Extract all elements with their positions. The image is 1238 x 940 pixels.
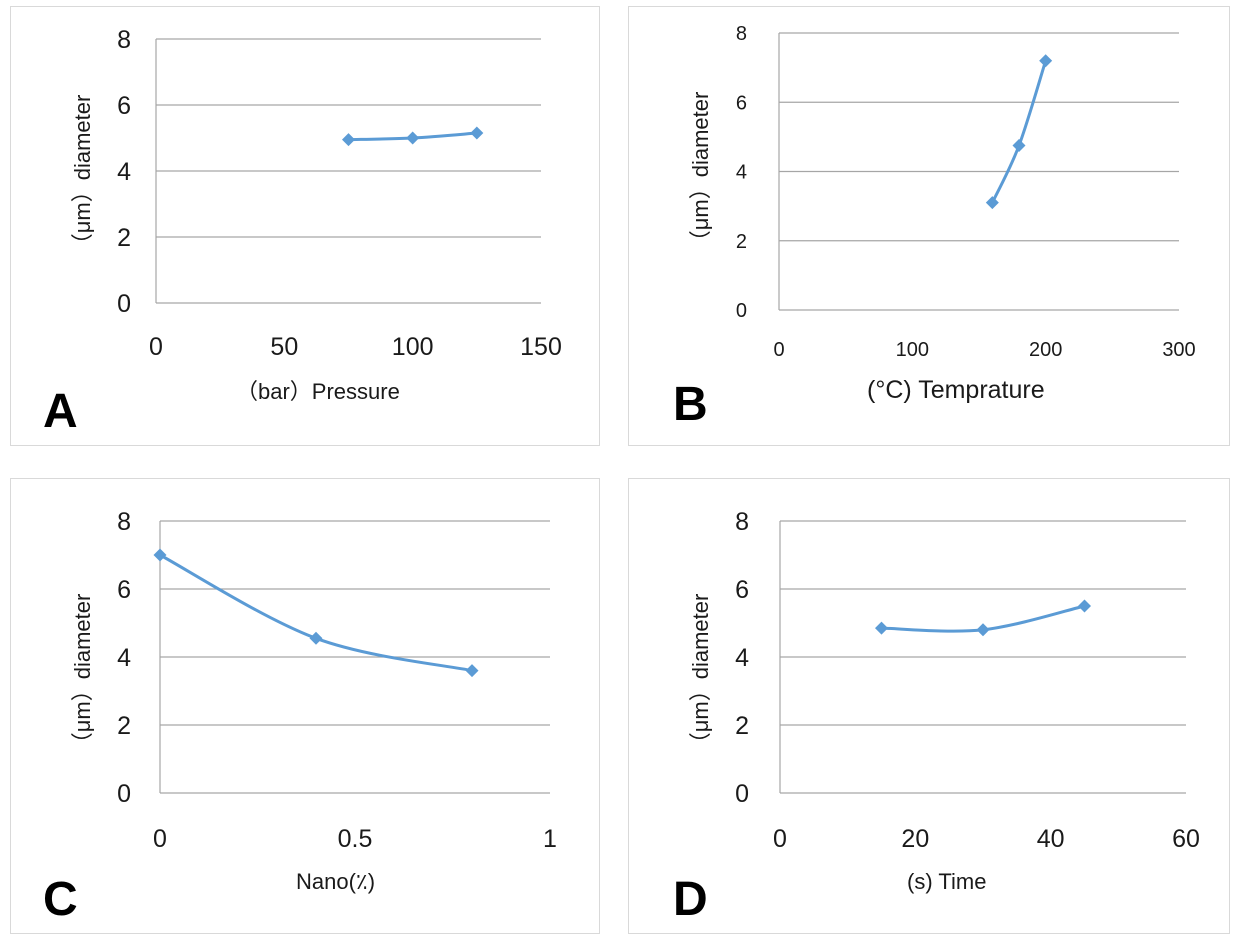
y-tick-label: 2: [117, 224, 131, 252]
x-tick-label: 150: [520, 333, 562, 361]
data-point-marker: [1012, 139, 1026, 153]
chart-svg-a: 0 2 4 6 8 0 50 100 150 （bar）Pressure （μm）diameter A: [43, 26, 562, 438]
data-point-marker: [309, 631, 323, 645]
chart-svg-c: 0 2 4 6 8 0 0.5 1 Nano(٪) （μm）diameter C: [43, 508, 557, 926]
x-axis-title: Nano(٪): [296, 869, 375, 894]
data-point-marker: [875, 621, 888, 635]
data-point-marker: [1039, 54, 1053, 68]
y-tick-label: 4: [736, 162, 747, 184]
x-tick-label: 300: [1162, 339, 1195, 361]
y-tick-label: 2: [736, 231, 747, 253]
y-axis-title: （μm）diameter: [70, 594, 95, 755]
x-tick-label: 20: [901, 825, 929, 853]
y-tick-label: 4: [735, 644, 749, 672]
y-tick-label: 0: [735, 780, 749, 808]
panel-letter: A: [43, 385, 78, 438]
y-axis-title: （μm）diameter: [70, 95, 95, 256]
data-point-marker: [985, 196, 999, 210]
y-tick-label: 8: [117, 26, 131, 54]
y-tick-label: 6: [117, 92, 131, 120]
y-tick-label: 4: [117, 644, 131, 672]
y-axis-title: （μm）diameter: [688, 594, 713, 755]
x-tick-label: 0: [773, 825, 787, 853]
chart-panel-d: 0 2 4 6 8 0 20 40 60 (s) Time （μm）diameter D: [628, 478, 1230, 934]
x-tick-label: 1: [543, 825, 557, 853]
y-tick-label: 6: [117, 576, 131, 604]
data-point-marker: [153, 548, 167, 562]
panel-letter: C: [43, 873, 78, 926]
series-line: [990, 59, 1048, 205]
y-tick-label: 6: [736, 92, 747, 114]
data-point-marker: [342, 133, 355, 147]
x-tick-label: 200: [1029, 339, 1062, 361]
x-tick-label: 40: [1037, 825, 1065, 853]
y-tick-label: 2: [117, 712, 131, 740]
y-tick-label: 0: [117, 290, 131, 318]
chart-panel-a: 0 2 4 6 8 0 50 100 150 （bar）Pressure （μm）diameter A: [10, 6, 600, 446]
data-point-marker: [470, 126, 484, 140]
series-line: [158, 553, 474, 673]
chart-panel-b: 0 2 4 6 8 0 100 200 300 (°C) Temprature （μm）diamet…: [628, 6, 1230, 446]
x-tick-label: 100: [896, 339, 929, 361]
y-tick-label: 8: [736, 23, 747, 45]
x-tick-label: 50: [270, 333, 298, 361]
panel-letter: D: [673, 873, 708, 926]
y-tick-label: 8: [735, 508, 749, 536]
y-tick-label: 0: [736, 300, 747, 322]
y-tick-label: 2: [735, 712, 749, 740]
y-tick-label: 8: [117, 508, 131, 536]
x-tick-label: 0: [153, 825, 167, 853]
data-point-marker: [406, 131, 420, 145]
chart-panel-c: 0 2 4 6 8 0 0.5 1 Nano(٪) （μm）diameter C: [10, 478, 600, 934]
x-axis-title: (°C) Temprature: [867, 376, 1045, 404]
x-tick-label: 0.5: [338, 825, 373, 853]
data-point-marker: [1078, 599, 1091, 613]
x-tick-label: 100: [392, 333, 434, 361]
x-tick-label: 0: [773, 339, 784, 361]
x-tick-label: 0: [149, 333, 163, 361]
x-axis-title: （bar）Pressure: [236, 379, 400, 404]
data-point-marker: [976, 623, 990, 637]
chart-svg-b: 0 2 4 6 8 0 100 200 300 (°C) Temprature （μm）diamet…: [673, 23, 1196, 431]
y-tick-label: 4: [117, 158, 131, 186]
y-axis-title: （μm）diameter: [688, 92, 713, 253]
y-tick-label: 0: [117, 780, 131, 808]
data-point-marker: [465, 664, 479, 678]
panel-letter: B: [673, 378, 708, 431]
x-axis-title: (s) Time: [907, 869, 986, 894]
x-tick-label: 60: [1172, 825, 1200, 853]
y-tick-label: 6: [735, 576, 749, 604]
chart-svg-d: 0 2 4 6 8 0 20 40 60 (s) Time （μm）diameter D: [673, 508, 1200, 926]
